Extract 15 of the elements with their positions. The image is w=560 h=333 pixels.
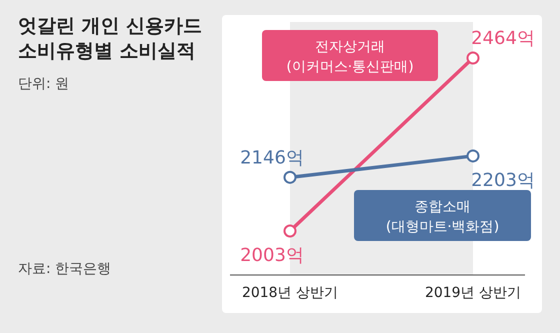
chart-title: 엇갈린 개인 신용카드 소비유형별 소비실적: [18, 15, 202, 62]
data-label: 2203억: [471, 170, 535, 191]
point: [284, 170, 296, 184]
point: [466, 149, 480, 162]
data-label: 2464억: [471, 28, 535, 49]
x-tick-label: 2019년 상반기: [424, 285, 522, 301]
data-label: 2146억: [240, 147, 304, 168]
x-tick-label: 2018년 상반기: [242, 285, 338, 301]
text: 종합소매 (대형마트·백화점): [386, 199, 500, 235]
point: [284, 224, 296, 238]
text: 전자상거래 (이커머스·통신판매): [286, 39, 414, 75]
point: [466, 52, 480, 64]
text: 자료: 한국은행: [18, 261, 112, 277]
data-label: 2003억: [240, 245, 304, 266]
text: 단위: 원: [18, 76, 70, 92]
